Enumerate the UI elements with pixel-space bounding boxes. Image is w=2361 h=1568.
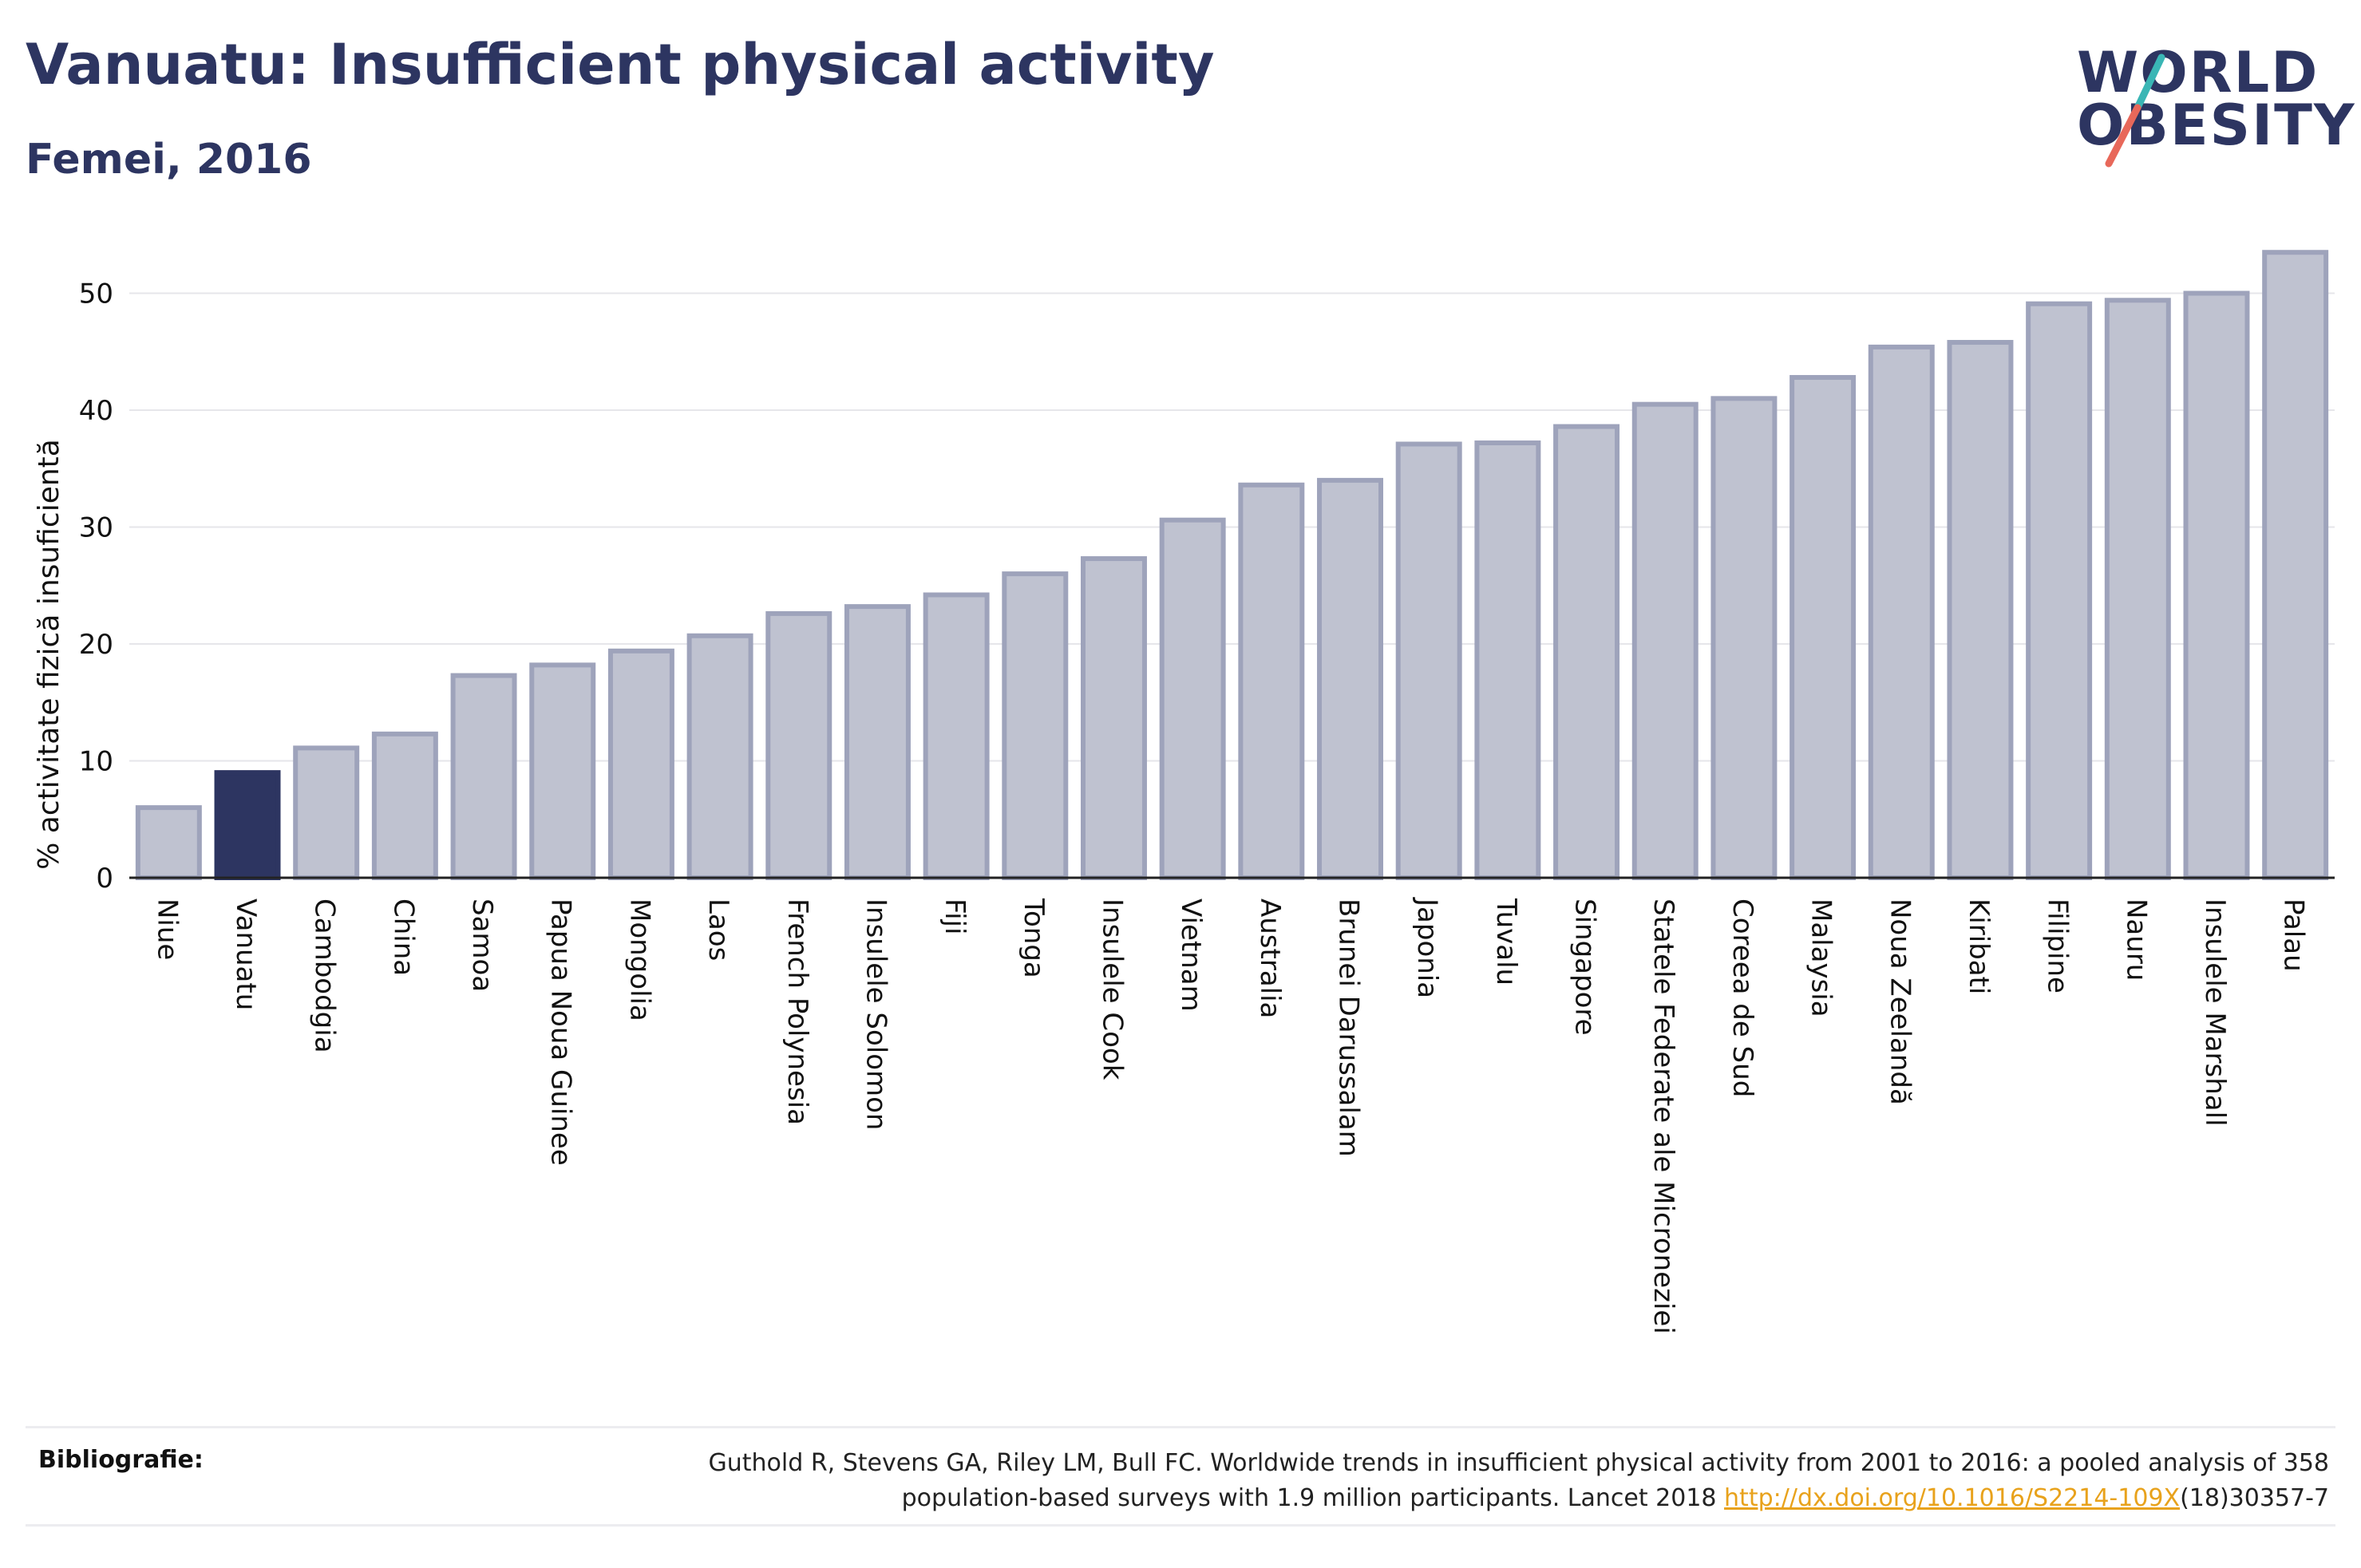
- x-tick-label: Statele Federate ale Microneziei: [1647, 899, 1679, 1334]
- bar-vanuatu: [214, 770, 281, 881]
- footer-bottom-divider: [26, 1524, 2335, 1527]
- bar-singapore: [1553, 424, 1620, 880]
- bar-noua-zeeland-: [1868, 344, 1935, 880]
- x-tick-label: Mongolia: [623, 899, 655, 1021]
- bar-kiribati: [1947, 340, 2014, 880]
- x-tick-label: Vanuatu: [230, 899, 262, 1010]
- bibliography-doi-link[interactable]: http://dx.doi.org/10.1016/S2214-109X: [1724, 1484, 2181, 1512]
- x-tick-label: Noua Zeelandă: [1884, 899, 1916, 1105]
- x-tick-label: Cambodgia: [309, 899, 341, 1053]
- logo-word-obesity: OBESITY: [2077, 93, 2356, 158]
- x-tick-label: Papua Noua Guinee: [545, 899, 577, 1166]
- x-tick-label: Niue: [151, 899, 183, 960]
- x-tick-label: Insulele Cook: [1096, 899, 1128, 1080]
- y-tick-label: 20: [79, 629, 113, 661]
- x-tick-label: Filipine: [2042, 899, 2074, 993]
- x-tick-label: Palau: [2278, 899, 2310, 972]
- bar-cambodgia: [293, 745, 360, 881]
- bar-brunei-darussalam: [1317, 477, 1384, 880]
- bar-japonia: [1395, 441, 1462, 880]
- bar-insulele-marshall: [2183, 290, 2250, 880]
- bar-french-polynesia: [765, 610, 832, 880]
- x-tick-label: Brunei Darussalam: [1333, 899, 1365, 1157]
- logo-word-world: WORLD: [2077, 40, 2319, 105]
- bibliography-label: Bibliografie:: [38, 1446, 204, 1474]
- bar-insulele-cook: [1080, 556, 1147, 880]
- x-tick-label: Nauru: [2120, 899, 2152, 981]
- bar-statele-federate-ale-microneziei: [1631, 401, 1699, 880]
- bar-nauru: [2104, 298, 2171, 881]
- bar-laos: [686, 633, 753, 880]
- bar-china: [371, 731, 438, 880]
- bar-niue: [135, 805, 202, 880]
- logo-slash-icon: [2105, 53, 2165, 168]
- chart-bars: [135, 250, 2329, 881]
- bar-samoa: [450, 673, 517, 880]
- bar-papua-noua-guinee: [529, 662, 596, 880]
- footer-top-divider: [26, 1426, 2335, 1428]
- y-axis-label: % activitate fizică insuficientă: [33, 439, 65, 870]
- bar-chart: 0 10 20 30 40 50 Niue Vanuatu Cambodgia China Sam…: [33, 250, 2335, 1334]
- x-tick-label: Insulele Marshall: [2199, 899, 2231, 1127]
- bar-filipine: [2026, 301, 2093, 880]
- x-tick-label: China: [387, 899, 419, 976]
- bar-palau: [2262, 250, 2329, 881]
- x-tick-label: Vietnam: [1175, 899, 1207, 1012]
- bar-tuvalu: [1474, 440, 1541, 880]
- x-tick-label: Samoa: [466, 899, 498, 992]
- bar-coreea-de-sud: [1710, 396, 1778, 881]
- x-axis-labels: Niue Vanuatu Cambodgia China Samoa Papua Noua…: [151, 897, 2309, 1334]
- bar-vietnam: [1159, 517, 1226, 880]
- bar-malaysia: [1790, 374, 1857, 881]
- x-tick-label: Australia: [1254, 899, 1286, 1018]
- x-tick-label: Tuvalu: [1490, 898, 1522, 985]
- y-tick-label: 30: [79, 512, 113, 544]
- bar-insulele-solomon: [844, 604, 911, 880]
- x-tick-label: Tonga: [1018, 898, 1050, 978]
- bibliography-line-1: Guthold R, Stevens GA, Riley LM, Bull FC…: [708, 1449, 2329, 1477]
- y-tick-label: 0: [96, 863, 113, 895]
- x-tick-label: Japonia: [1411, 897, 1443, 998]
- x-tick-label: Singapore: [1569, 899, 1601, 1036]
- world-obesity-logo: WORLD OBESITY: [2075, 32, 2355, 168]
- x-tick-label: Kiribati: [1963, 899, 1995, 994]
- y-tick-label: 40: [79, 395, 113, 427]
- bar-mongolia: [607, 648, 674, 880]
- bibliography-text: Guthold R, Stevens GA, Riley LM, Bull FC…: [493, 1446, 2329, 1516]
- bar-tonga: [1002, 571, 1069, 880]
- bar-australia: [1238, 482, 1305, 880]
- x-tick-label: Laos: [702, 899, 734, 961]
- chart-title: Vanuatu: Insufficient physical activity: [26, 32, 1215, 97]
- y-tick-label: 10: [79, 746, 113, 778]
- x-tick-label: Fiji: [939, 899, 971, 934]
- x-tick-label: Insulele Solomon: [860, 899, 892, 1130]
- bibliography-line-2: population-based surveys with 1.9 millio…: [901, 1484, 1725, 1512]
- x-tick-label: French Polynesia: [781, 899, 813, 1125]
- bibliography-line-2-end: (18)30357-7: [2180, 1484, 2329, 1512]
- chart-subtitle: Femei, 2016: [26, 136, 312, 184]
- y-axis-ticks: 0 10 20 30 40 50: [79, 278, 113, 895]
- x-tick-label: Coreea de Sud: [1726, 899, 1758, 1097]
- y-tick-label: 50: [79, 278, 113, 310]
- bar-fiji: [923, 592, 990, 880]
- x-tick-label: Malaysia: [1805, 899, 1837, 1017]
